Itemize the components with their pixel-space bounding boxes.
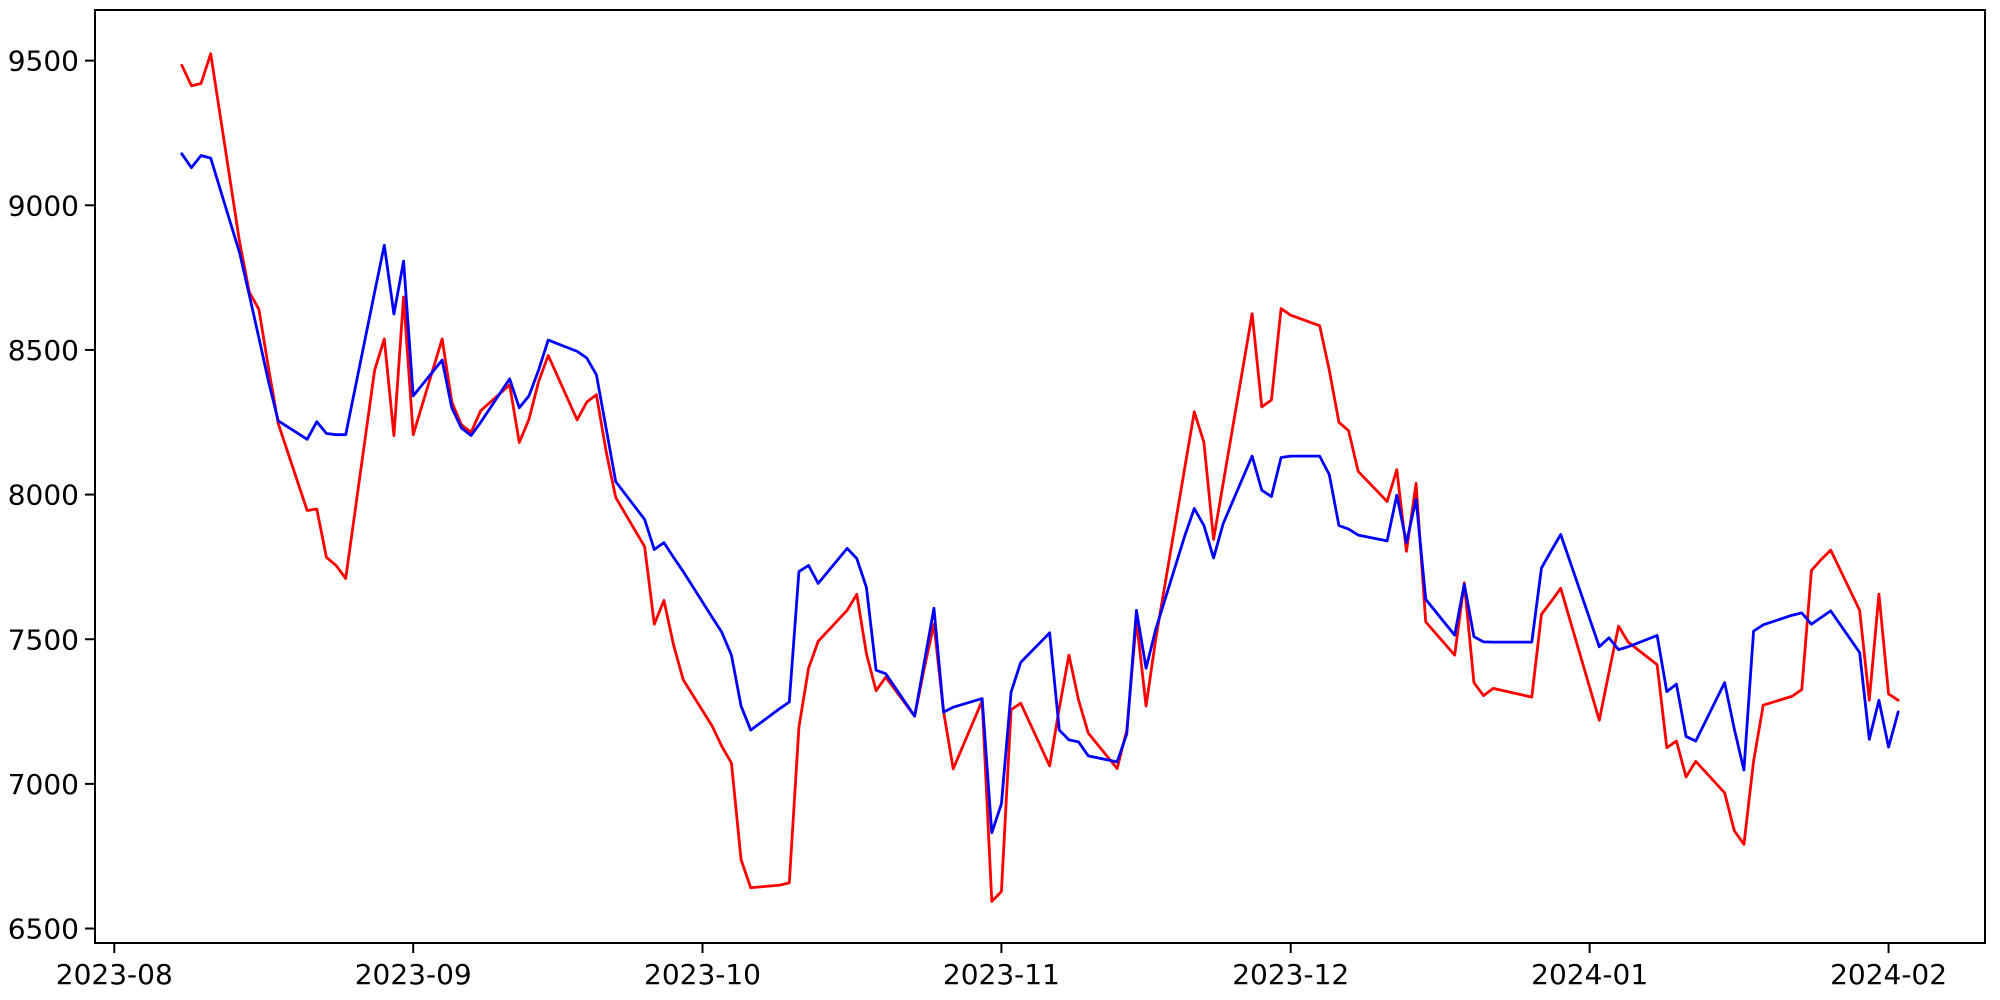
x-tick-label: 2023-11 bbox=[943, 958, 1060, 991]
x-tick-label: 2024-02 bbox=[1830, 958, 1947, 991]
x-tick-label: 2023-10 bbox=[644, 958, 761, 991]
y-tick-label: 9500 bbox=[8, 45, 79, 78]
y-tick-label: 7000 bbox=[8, 768, 79, 801]
x-tick-label: 2023-08 bbox=[56, 958, 173, 991]
x-tick-label: 2023-12 bbox=[1232, 958, 1349, 991]
y-tick-label: 7500 bbox=[8, 623, 79, 656]
plot-border bbox=[94, 9, 1986, 944]
y-tick-label: 9000 bbox=[8, 189, 79, 222]
y-tick-label: 8500 bbox=[8, 334, 79, 367]
x-tick-label: 2023-09 bbox=[355, 958, 472, 991]
x-tick-label: 2024-01 bbox=[1531, 958, 1648, 991]
y-tick-label: 8000 bbox=[8, 479, 79, 512]
red-series-line bbox=[180, 52, 1900, 903]
blue-series-line bbox=[180, 152, 1900, 835]
y-tick-label: 6500 bbox=[8, 913, 79, 946]
